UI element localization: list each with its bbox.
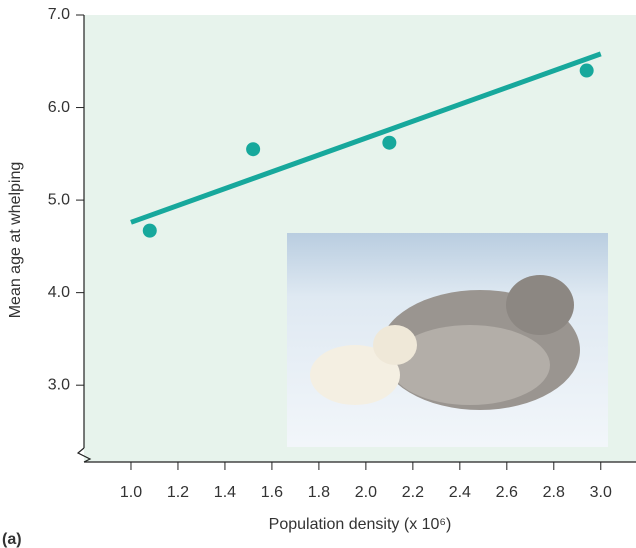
seal-photo bbox=[287, 233, 608, 447]
x-tick-label: 1.8 bbox=[308, 484, 330, 501]
x-tick-label: 2.0 bbox=[355, 484, 377, 501]
y-tick-label: 7.0 bbox=[48, 6, 70, 23]
y-tick-label: 6.0 bbox=[48, 99, 70, 116]
fit-line bbox=[130, 51, 602, 225]
data-point bbox=[382, 135, 397, 150]
panel-label: (a) bbox=[2, 531, 22, 548]
x-tick-label: 1.4 bbox=[214, 484, 236, 501]
y-tick-label: 5.0 bbox=[48, 191, 70, 208]
data-point bbox=[246, 142, 261, 157]
x-tick-label: 2.4 bbox=[449, 484, 471, 501]
x-tick-label: 2.6 bbox=[496, 484, 518, 501]
x-tick-label: 1.6 bbox=[261, 484, 283, 501]
axis-break bbox=[76, 447, 92, 463]
x-tick-label: 3.0 bbox=[590, 484, 612, 501]
y-tick-label: 3.0 bbox=[48, 376, 70, 393]
x-tick-label: 1.0 bbox=[120, 484, 142, 501]
y-axis-label: Mean age at whelping bbox=[7, 162, 24, 319]
data-point bbox=[142, 223, 157, 238]
y-tick-label: 4.0 bbox=[48, 284, 70, 301]
x-tick-label: 1.2 bbox=[167, 484, 189, 501]
x-tick-label: 2.2 bbox=[402, 484, 424, 501]
x-tick-label: 2.8 bbox=[543, 484, 565, 501]
x-axis-label: Population density (x 10⁶) bbox=[269, 516, 452, 533]
data-point bbox=[579, 63, 594, 78]
